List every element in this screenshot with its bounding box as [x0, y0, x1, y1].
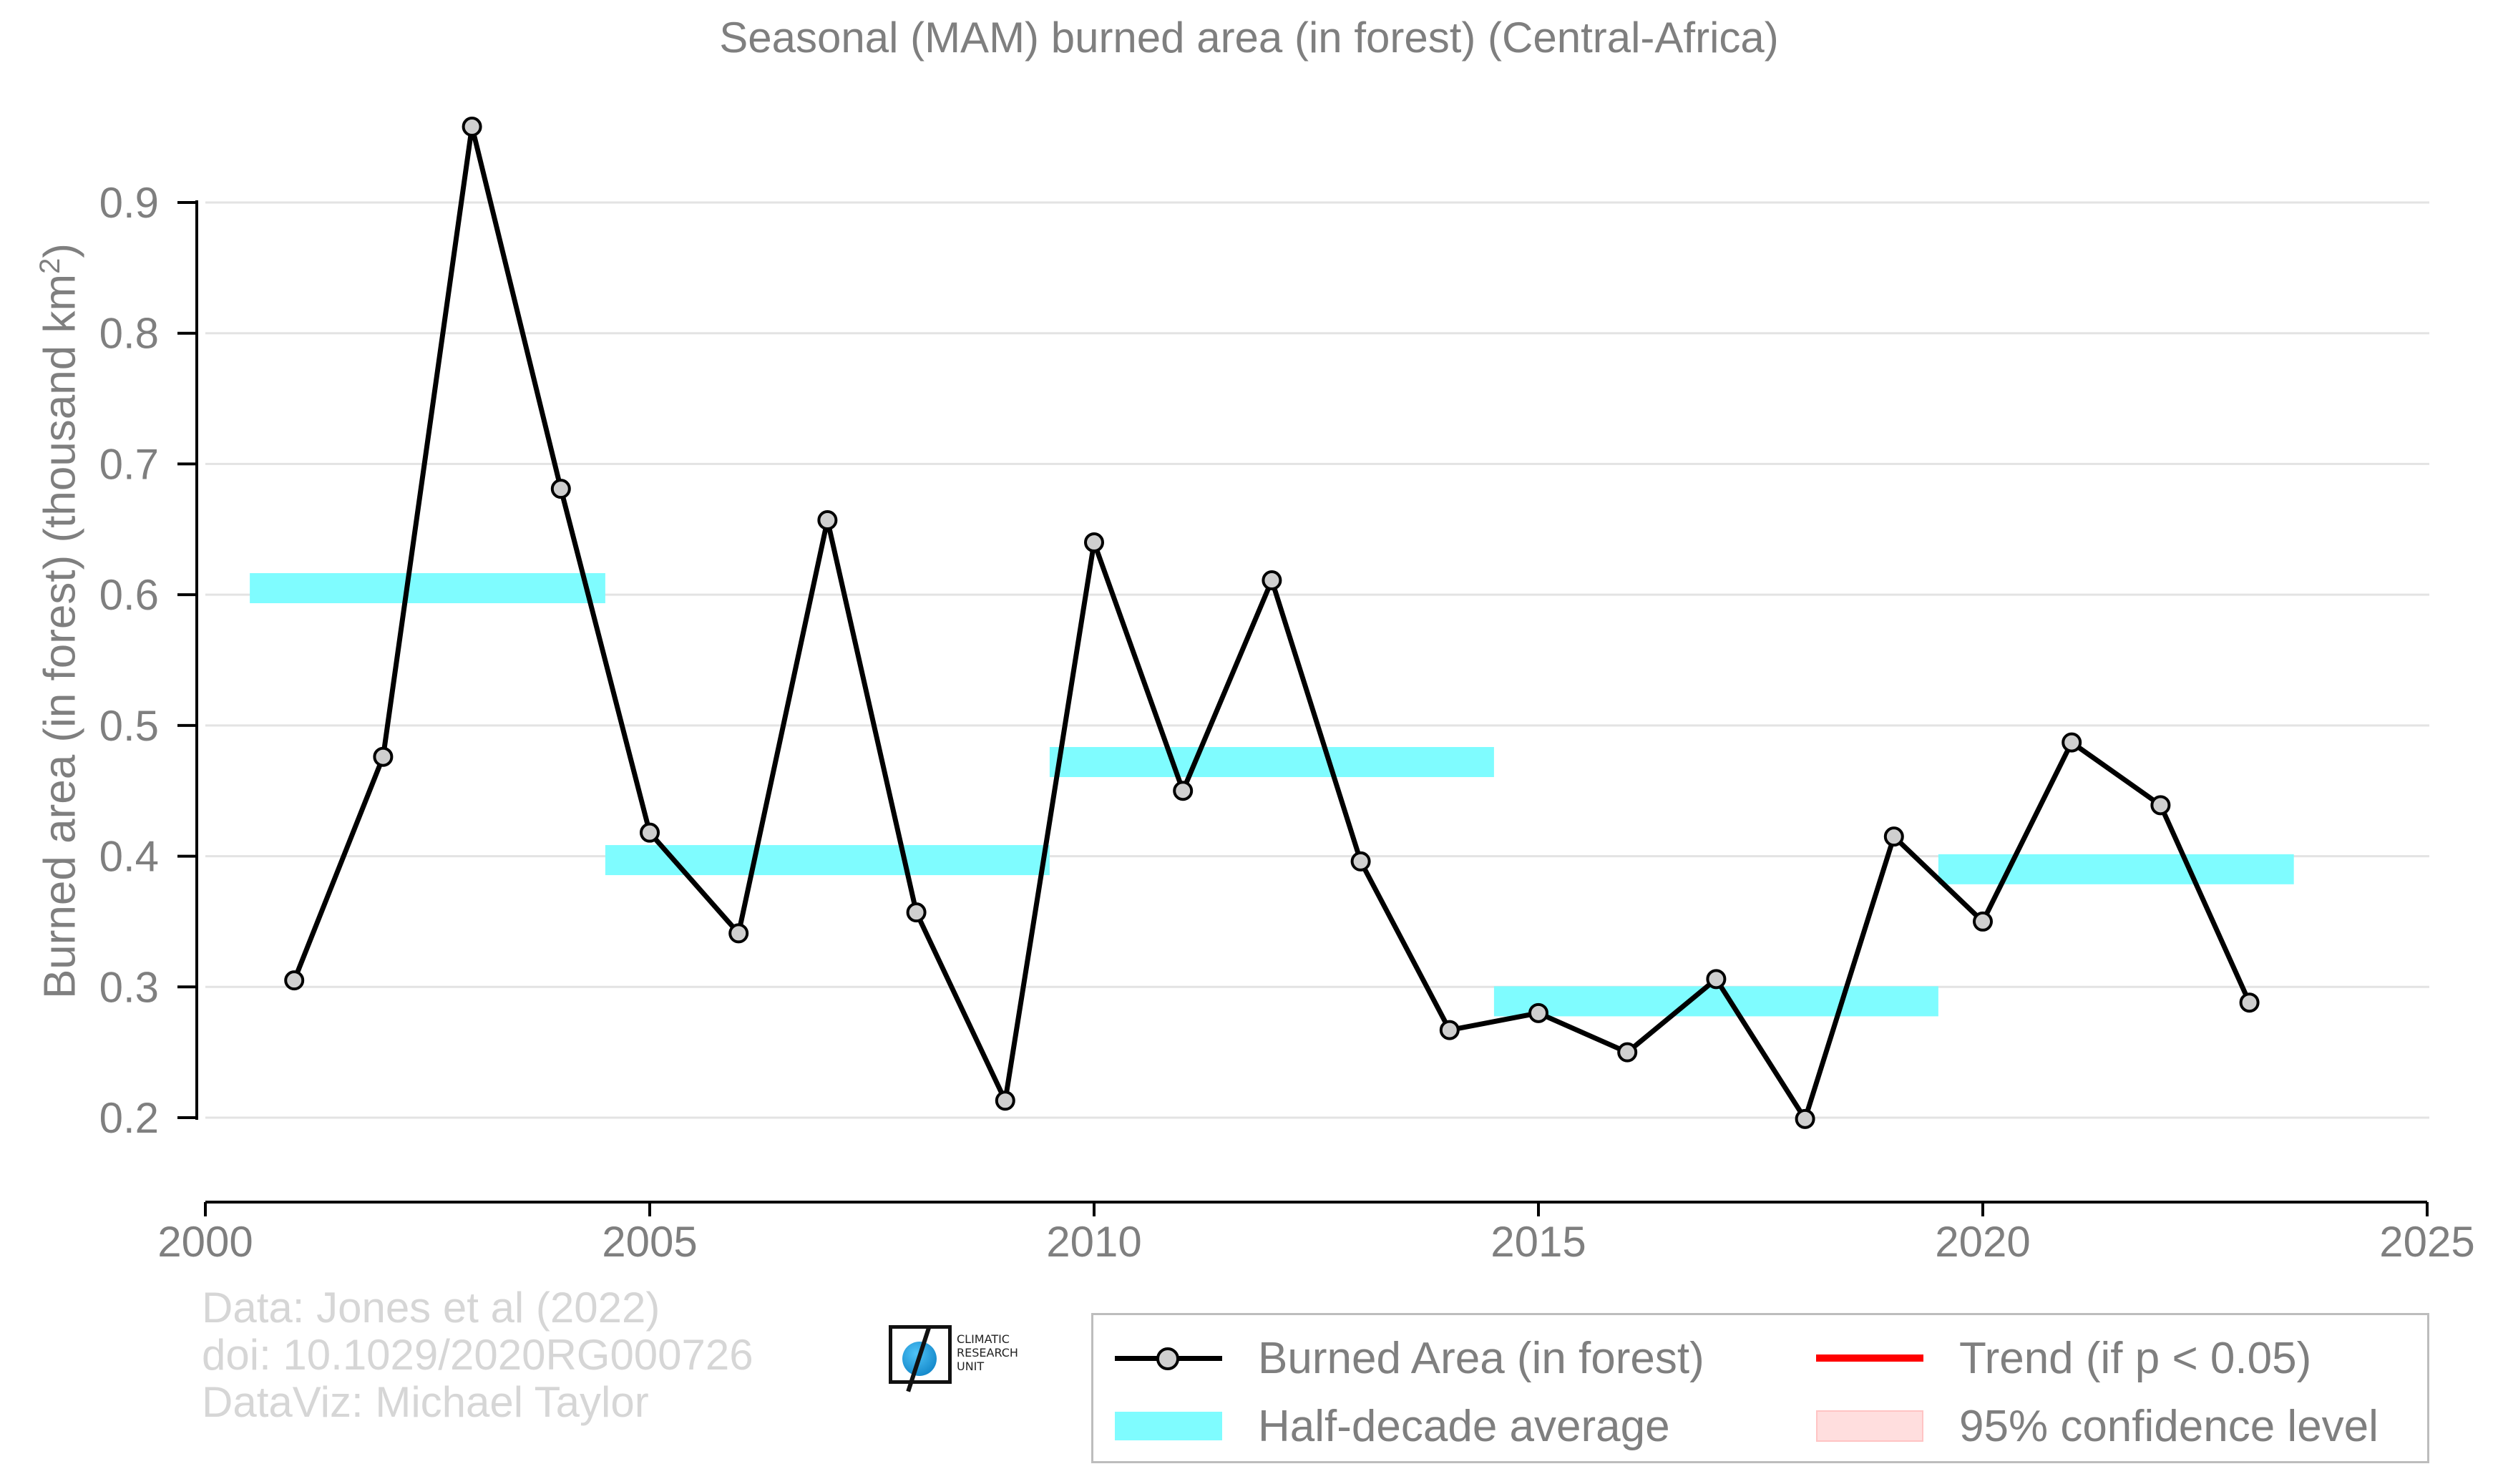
legend-label: Burned Area (in forest)	[1258, 1333, 1704, 1383]
data-point	[1084, 532, 1104, 553]
data-point	[1439, 1020, 1460, 1040]
data-point	[1173, 781, 1194, 801]
logo-line: UNIT	[957, 1359, 985, 1373]
data-point	[1706, 969, 1727, 990]
y-tick-label: 0.9	[99, 179, 159, 227]
data-point	[1883, 826, 1904, 847]
x-tick-label: 2015	[1490, 1218, 1586, 1266]
series-line	[291, 124, 2252, 1122]
legend-item-confidence: 95% confidence level	[1816, 1397, 2379, 1455]
data-point	[550, 479, 571, 499]
logo-line: RESEARCH	[957, 1346, 1018, 1359]
half-decade-average-bar	[605, 845, 1050, 876]
data-point	[1350, 851, 1371, 872]
legend: Burned Area (in forest) Trend (if p < 0.…	[1091, 1313, 2429, 1463]
half-decade-average-bar	[1049, 747, 1494, 778]
data-point	[906, 902, 927, 923]
data-point	[373, 746, 394, 767]
credit-doi: doi: 10.1029/2020RG000726	[202, 1331, 753, 1379]
half-decade-average-bar	[250, 573, 605, 604]
y-axis-label-text: Burned area (in forest) (thousand km	[35, 273, 85, 1000]
y-tick-label: 0.8	[99, 310, 159, 358]
y-axis-label: Burned area (in forest) (thousand km2)	[21, 120, 85, 1122]
legend-item-half-decade: Half-decade average	[1115, 1397, 1670, 1455]
legend-key-line-marker	[1115, 1337, 1222, 1380]
legend-key-pink-band	[1816, 1405, 1923, 1448]
data-point	[1795, 1108, 1815, 1129]
half-decade-average-bars	[250, 573, 2294, 1017]
y-tick-label: 0.3	[99, 963, 159, 1011]
data-point	[284, 970, 305, 991]
y-tick-label: 0.6	[99, 571, 159, 619]
data-point	[2062, 732, 2082, 753]
x-tick-label: 2000	[157, 1218, 253, 1266]
y-tick-label: 0.2	[99, 1094, 159, 1142]
data-point	[995, 1090, 1015, 1111]
x-tick-label: 2010	[1046, 1218, 1141, 1266]
x-tick-label: 2005	[602, 1218, 697, 1266]
credits: Data: Jones et al (2022) doi: 10.1029/20…	[202, 1284, 753, 1426]
logo-line: CLIMATIC	[957, 1332, 1010, 1346]
data-point	[817, 509, 838, 530]
legend-item-burned-area: Burned Area (in forest)	[1115, 1329, 1704, 1387]
legend-item-trend: Trend (if p < 0.05)	[1816, 1329, 2311, 1387]
legend-key-cyan-band	[1115, 1405, 1222, 1448]
y-axis-label-superscript: 2	[34, 258, 66, 274]
data-point	[2239, 992, 2260, 1013]
legend-label: 95% confidence level	[1959, 1401, 2379, 1451]
x-tick-label: 2025	[2379, 1218, 2474, 1266]
credit-dataviz: DataViz: Michael Taylor	[202, 1378, 649, 1426]
cru-logo	[889, 1325, 952, 1392]
data-point	[2150, 795, 2171, 816]
data-point	[462, 117, 482, 137]
data-point	[1617, 1042, 1638, 1063]
grid-lines	[205, 201, 2429, 1119]
data-point	[728, 923, 749, 944]
data-point	[1973, 911, 1993, 932]
axes: 0.2 0.3 0.4 0.5 0.6 0.7 0.8 0.9 2000 2005 2010 2015…	[99, 179, 2475, 1266]
y-tick-label: 0.4	[99, 833, 159, 881]
data-point	[1528, 1002, 1548, 1023]
y-tick-label: 0.7	[99, 440, 159, 488]
data-point	[640, 822, 660, 843]
half-decade-average-bar	[1938, 854, 2294, 884]
y-axis-label-close: )	[35, 243, 85, 258]
y-tick-label: 0.5	[99, 702, 159, 750]
data-point	[1262, 570, 1282, 591]
legend-label: Trend (if p < 0.05)	[1959, 1333, 2312, 1383]
legend-label: Half-decade average	[1258, 1401, 1670, 1451]
legend-key-red-line	[1816, 1337, 1923, 1380]
burned-area-series	[284, 117, 2260, 1129]
x-tick-label: 2020	[1935, 1218, 2030, 1266]
credit-data: Data: Jones et al (2022)	[202, 1284, 660, 1332]
cru-logo-text: CLIMATIC RESEARCH UNIT	[957, 1332, 1018, 1373]
chart-title: Seasonal (MAM) burned area (in forest) (…	[719, 14, 1779, 62]
half-decade-average-bar	[1493, 986, 1938, 1017]
